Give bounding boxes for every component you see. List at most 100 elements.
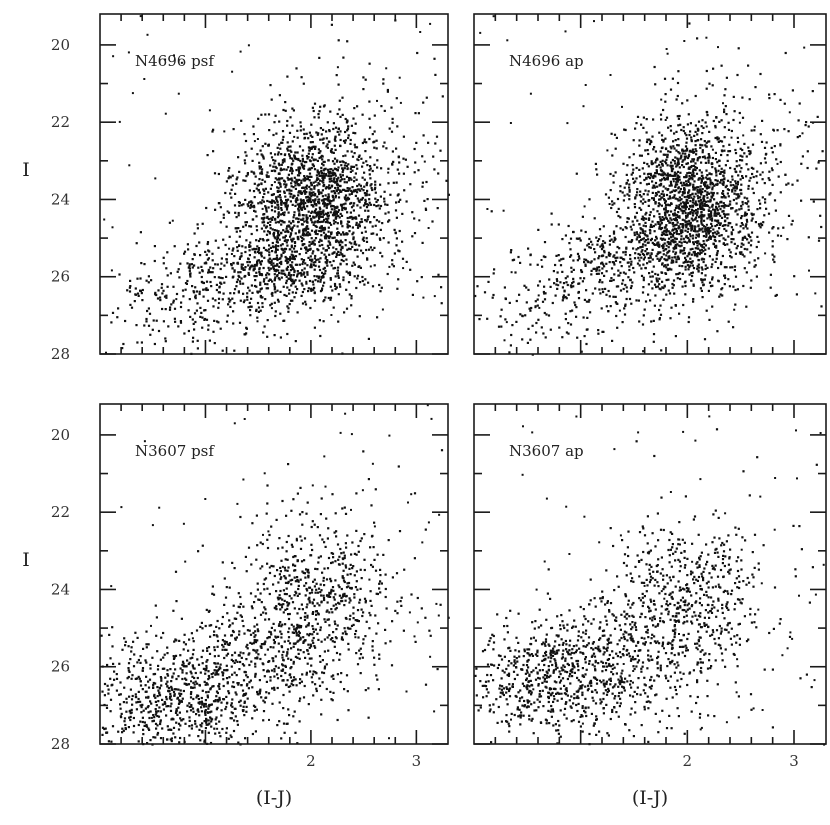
star-point (635, 238, 638, 241)
star-point (327, 296, 330, 300)
star-point (251, 291, 254, 294)
star-point (257, 202, 260, 205)
star-point (283, 183, 286, 186)
star-point (610, 267, 614, 270)
star-point (280, 247, 283, 250)
star-point (806, 166, 809, 170)
star-point (676, 215, 680, 219)
star-point (666, 188, 669, 192)
star-point (652, 148, 655, 151)
star-point (739, 170, 742, 173)
star-point (716, 179, 719, 182)
star-point (647, 165, 650, 168)
star-point (696, 139, 699, 142)
star-point (324, 237, 327, 240)
star-point (372, 232, 375, 235)
star-point (650, 320, 653, 323)
star-point (543, 292, 546, 295)
star-point (657, 244, 660, 247)
star-point (568, 242, 571, 245)
star-point (697, 177, 701, 180)
star-point (388, 127, 391, 130)
star-point (595, 269, 598, 272)
star-point (260, 113, 263, 116)
star-point (628, 188, 631, 192)
star-point (722, 180, 725, 184)
star-point (290, 284, 293, 287)
star-point (322, 202, 325, 205)
star-point (258, 165, 261, 168)
star-point (535, 331, 538, 334)
y-tick-label: 22 (51, 113, 70, 131)
star-point (341, 241, 344, 244)
star-point (686, 255, 689, 258)
star-point (529, 338, 532, 341)
star-point (708, 206, 711, 209)
star-point (290, 274, 293, 277)
star-point (687, 180, 690, 183)
star-point (669, 180, 672, 183)
star-point (391, 117, 394, 120)
star-point (225, 320, 229, 323)
star-point (703, 155, 706, 158)
star-point (732, 228, 735, 231)
star-point (313, 326, 316, 329)
star-point (139, 15, 142, 18)
star-point (334, 240, 338, 243)
star-point (317, 198, 320, 201)
star-point (293, 280, 296, 283)
star-point (384, 212, 387, 215)
star-point (705, 141, 708, 144)
star-point (246, 295, 249, 298)
star-point (375, 147, 378, 150)
star-point (327, 246, 330, 250)
star-point (653, 304, 656, 307)
star-point (680, 156, 683, 159)
star-point (259, 149, 262, 152)
star-point (667, 289, 670, 292)
star-point (341, 206, 344, 210)
star-point (644, 300, 648, 303)
star-point (355, 164, 358, 167)
star-point (421, 155, 424, 158)
star-point (727, 195, 730, 198)
star-point (586, 328, 589, 331)
star-point (333, 211, 336, 215)
star-point (491, 296, 494, 299)
star-point (363, 283, 366, 286)
star-point (561, 270, 564, 273)
star-point (248, 268, 251, 271)
star-point (720, 216, 724, 219)
star-point (314, 224, 317, 228)
star-point (313, 257, 317, 260)
star-point (402, 135, 405, 138)
star-point (245, 327, 248, 330)
star-point (338, 283, 341, 286)
star-point (706, 178, 709, 181)
star-point (686, 264, 689, 267)
star-point (262, 188, 265, 191)
star-point (638, 139, 641, 142)
star-point (286, 204, 289, 207)
star-point (736, 73, 739, 77)
star-point (588, 237, 591, 241)
star-point (288, 131, 292, 134)
star-point (330, 200, 333, 203)
star-point (251, 159, 254, 162)
star-point (710, 217, 714, 220)
star-point (317, 151, 320, 154)
y-tick-label: 26 (51, 268, 70, 286)
star-point (314, 264, 317, 267)
star-point (558, 259, 561, 262)
star-point (289, 145, 292, 148)
star-point (783, 102, 786, 105)
star-point (680, 235, 683, 238)
star-point (735, 223, 738, 226)
star-point (255, 285, 258, 288)
star-point (339, 173, 342, 176)
star-point (312, 199, 315, 202)
star-point (564, 295, 567, 299)
star-point (690, 229, 693, 232)
star-point (720, 261, 723, 264)
star-point (313, 202, 316, 205)
